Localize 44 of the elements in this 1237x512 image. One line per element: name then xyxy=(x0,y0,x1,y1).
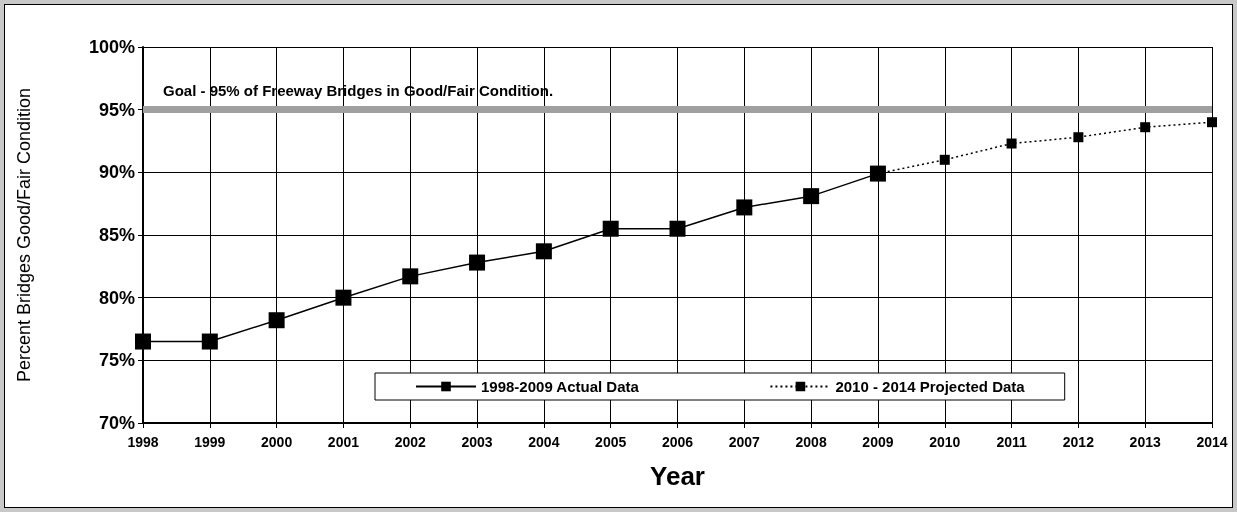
x-tick-label: 2003 xyxy=(461,434,493,450)
y-tick-label: 75% xyxy=(98,350,135,371)
y-tick-label: 95% xyxy=(98,99,135,120)
point xyxy=(268,312,285,329)
x-tick-label: 2007 xyxy=(728,434,761,450)
legend-label: 2010 - 2014 Projected Data xyxy=(835,378,1026,395)
point xyxy=(335,289,352,306)
x-tick-label: 2009 xyxy=(862,434,894,450)
point xyxy=(402,268,419,285)
point xyxy=(602,220,619,237)
x-tick-label: 2011 xyxy=(996,434,1027,450)
point xyxy=(535,243,552,260)
point xyxy=(1207,117,1217,128)
y-tick-label: 80% xyxy=(98,287,135,308)
x-tick-label: 2014 xyxy=(1196,434,1228,450)
point xyxy=(1006,138,1017,149)
point xyxy=(135,333,151,350)
x-tick-label: 2008 xyxy=(795,434,827,450)
x-tick-label: 2006 xyxy=(661,434,694,450)
point xyxy=(736,199,753,216)
point xyxy=(669,220,686,237)
y-tick-label: 100% xyxy=(88,37,135,57)
x-tick-label: 2001 xyxy=(327,434,360,450)
y-axis-title: Percent Bridges Good/Fair Condition xyxy=(14,87,34,383)
point xyxy=(803,188,820,205)
x-tick-label: 2012 xyxy=(1062,434,1095,450)
x-tick-label: 2004 xyxy=(528,434,560,450)
point xyxy=(469,254,486,271)
x-tick-label: 2002 xyxy=(394,434,427,450)
point xyxy=(201,333,218,350)
x-tick-label: 2005 xyxy=(595,434,627,450)
x-axis-title: Year xyxy=(650,461,705,491)
x-tick-label: 2013 xyxy=(1129,434,1161,450)
legend-label: 1998-2009 Actual Data xyxy=(481,378,640,395)
point xyxy=(1140,122,1151,133)
y-tick-label: 90% xyxy=(98,162,135,183)
x-tick-label: 1999 xyxy=(194,434,226,450)
x-tick-label: 2010 xyxy=(929,434,961,450)
x-tick-label: 2000 xyxy=(261,434,293,450)
y-tick-label: 85% xyxy=(98,225,135,245)
point xyxy=(1073,132,1084,143)
y-tick-label: 70% xyxy=(98,413,135,433)
point xyxy=(939,154,950,165)
x-tick-label: 1998 xyxy=(127,434,159,450)
